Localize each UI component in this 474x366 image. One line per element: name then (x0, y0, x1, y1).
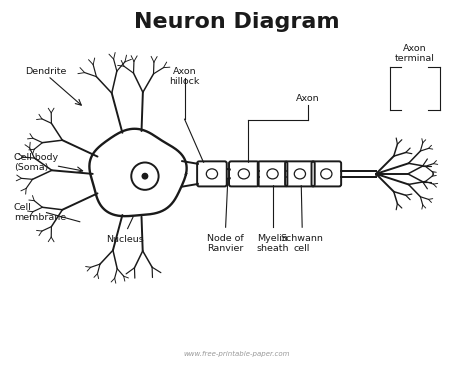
Text: Neuron Diagram: Neuron Diagram (134, 12, 340, 32)
Text: Dendrite: Dendrite (25, 67, 66, 76)
Text: Nucleus: Nucleus (107, 235, 144, 244)
Text: Cell
membrane: Cell membrane (14, 203, 66, 222)
Text: Node of
Ranvier: Node of Ranvier (207, 234, 244, 253)
Text: Schwann
cell: Schwann cell (281, 234, 324, 253)
Text: Axon: Axon (296, 94, 319, 103)
Text: Cell body
(Soma): Cell body (Soma) (14, 153, 58, 172)
Text: Axon
hillock: Axon hillock (169, 67, 200, 86)
Circle shape (142, 173, 148, 179)
Polygon shape (182, 161, 246, 187)
Text: www.free-printable-paper.com: www.free-printable-paper.com (184, 351, 290, 357)
Text: Axon
terminal: Axon terminal (395, 44, 435, 63)
Circle shape (131, 163, 159, 190)
Text: Myelin
sheath: Myelin sheath (256, 234, 289, 253)
Polygon shape (90, 129, 187, 216)
